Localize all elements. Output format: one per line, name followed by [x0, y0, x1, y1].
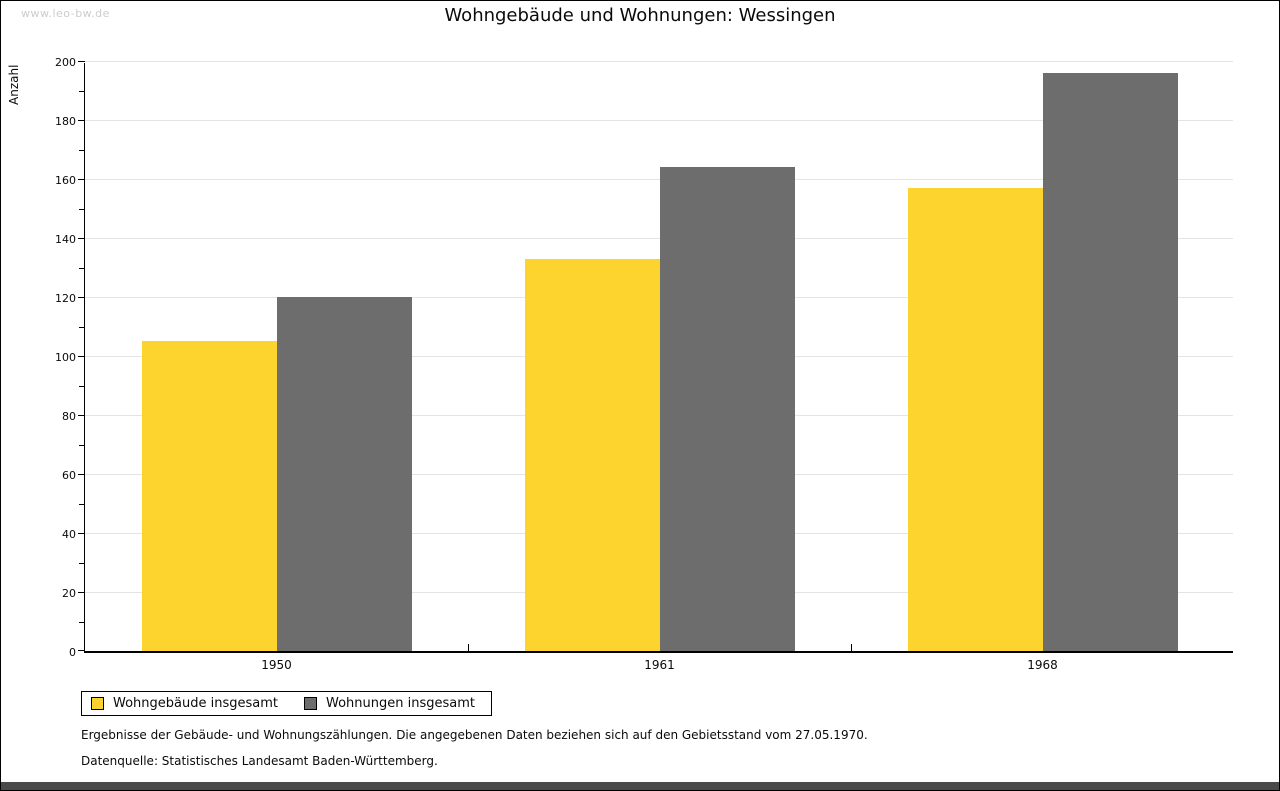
chart-title: Wohngebäude und Wohnungen: Wessingen: [444, 5, 836, 26]
y-tick-label-120: 120: [55, 292, 76, 305]
legend-swatch-gray-icon: [304, 697, 317, 710]
y-tick-label-80: 80: [62, 410, 76, 423]
legend-item-wohnungen: Wohnungen insgesamt: [304, 696, 475, 711]
y-minor-tick-170: [79, 149, 85, 151]
watermark: www.leo-bw.de: [21, 7, 110, 20]
y-minor-tick-130: [79, 267, 85, 269]
legend-label-wohnungen: Wohnungen insgesamt: [326, 696, 475, 711]
y-tick-label-200: 200: [55, 56, 76, 69]
bar-1968-series1: [907, 187, 1043, 651]
x-boundary-tick-2: [851, 644, 852, 651]
y-tick-label-160: 160: [55, 174, 76, 187]
bar-1961-series1: [524, 258, 660, 651]
y-major-tick-40: [78, 533, 85, 534]
y-minor-tick-70: [79, 444, 85, 446]
plot-area: 0 20 40 60 80 100 120 140 160 180 200 1950 1961 1968: [55, 56, 1233, 672]
y-minor-tick-30: [79, 562, 85, 564]
x-axis-label-1961: 1961: [644, 658, 675, 672]
gridline-200: [85, 61, 1233, 62]
y-tick-label-40: 40: [62, 528, 76, 541]
footer-source: Datenquelle: Statistisches Landesamt Bad…: [81, 754, 438, 768]
legend-label-wohngebaeude: Wohngebäude insgesamt: [113, 696, 278, 711]
bar-1968-series2: [1042, 72, 1178, 651]
y-major-tick-160: [78, 179, 85, 180]
y-major-tick-0: [78, 650, 85, 651]
bar-1961-series2: [659, 167, 795, 651]
y-tick-label-60: 60: [62, 469, 76, 482]
gridline-160: [85, 179, 1233, 180]
y-tick-label-20: 20: [62, 587, 76, 600]
bar-1950-series1: [141, 341, 277, 651]
y-major-tick-120: [78, 297, 85, 298]
y-minor-tick-50: [79, 503, 85, 505]
y-minor-tick-150: [79, 208, 85, 210]
gridline-180: [85, 120, 1233, 121]
y-minor-tick-90: [79, 385, 85, 387]
y-major-tick-20: [78, 592, 85, 593]
x-axis-label-1950: 1950: [261, 658, 292, 672]
y-major-tick-100: [78, 356, 85, 357]
y-tick-label-0: 0: [69, 646, 76, 659]
gridline-140: [85, 238, 1233, 239]
x-boundary-tick-1: [468, 644, 469, 651]
y-major-tick-80: [78, 415, 85, 416]
x-axis-label-1968: 1968: [1027, 658, 1058, 672]
y-major-tick-200: [78, 61, 85, 62]
y-tick-label-180: 180: [55, 115, 76, 128]
bar-1950-series2: [276, 297, 412, 651]
y-major-tick-140: [78, 238, 85, 239]
y-major-tick-180: [78, 120, 85, 121]
legend-swatch-yellow-icon: [91, 697, 104, 710]
y-minor-tick-190: [79, 90, 85, 92]
legend: Wohngebäude insgesamt Wohnungen insgesam…: [81, 691, 492, 716]
legend-item-wohngebaeude: Wohngebäude insgesamt: [91, 696, 278, 711]
y-tick-label-100: 100: [55, 351, 76, 364]
y-minor-tick-110: [79, 326, 85, 328]
bottom-edge-bar: [1, 782, 1279, 790]
y-axis-label: Anzahl: [7, 64, 21, 105]
y-minor-tick-10: [79, 621, 85, 623]
y-major-tick-60: [78, 474, 85, 475]
footer-note: Ergebnisse der Gebäude- und Wohnungszähl…: [81, 728, 868, 742]
y-tick-label-140: 140: [55, 233, 76, 246]
